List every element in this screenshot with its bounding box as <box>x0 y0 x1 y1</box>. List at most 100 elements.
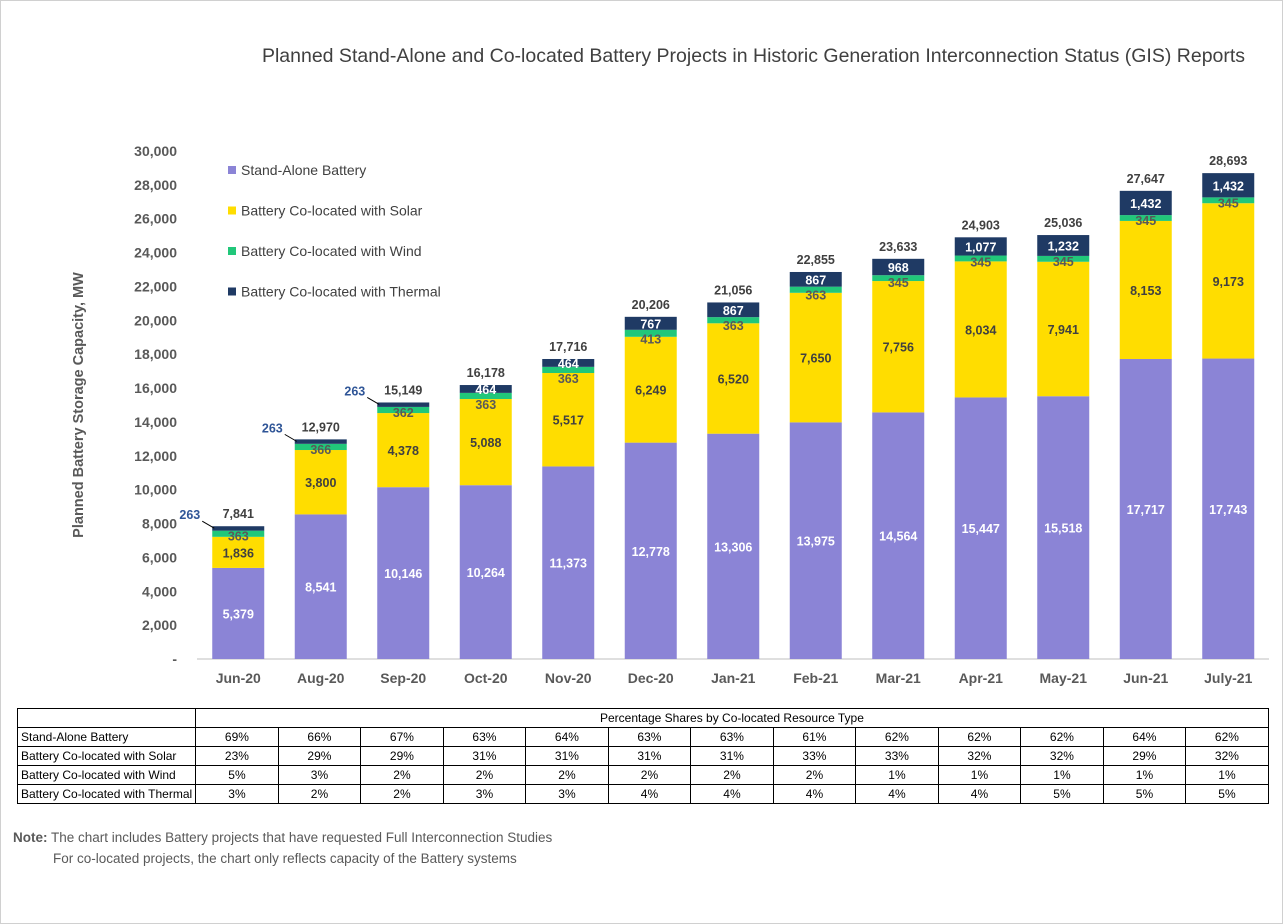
segment-label-1: 5,517 <box>553 414 584 428</box>
table-cell: 62% <box>937 727 1022 747</box>
segment-label-3: 1,432 <box>1213 179 1244 193</box>
x-tick-label: Apr-21 <box>959 670 1004 686</box>
table-cell: 1% <box>1020 765 1104 785</box>
bar-segment-3 <box>294 439 347 444</box>
y-tick-label: 16,000 <box>134 380 177 396</box>
x-tick-label: Sep-20 <box>380 670 426 686</box>
chart-title: Planned Stand-Alone and Co-located Batte… <box>261 45 1246 67</box>
bar-segment-3 <box>1119 190 1172 216</box>
y-tick-label: 14,000 <box>134 414 177 430</box>
table-row: Battery Co-located with Thermal 3% 2% 2% 3% 3… <box>16 784 1269 804</box>
bar-segment-0 <box>294 514 347 659</box>
legend-entry: Stand-Alone Battery <box>241 162 366 178</box>
stacked-bar-chart: Planned Battery Storage Capacity, MW - 2,0… <box>71 143 1269 686</box>
y-tick-label: 20,000 <box>134 312 177 328</box>
x-tick-label: Aug-20 <box>297 670 345 686</box>
segment-label-2: 366 <box>310 443 331 457</box>
segment-label-2: 363 <box>805 288 826 302</box>
table-cell: 4% <box>937 784 1022 804</box>
bar-segment-2 <box>542 366 595 373</box>
segment-label-1: 5,088 <box>470 436 501 450</box>
segment-label-1: 8,153 <box>1130 284 1161 298</box>
table-cell: 2% <box>360 784 444 804</box>
bar-segment-1 <box>542 372 595 467</box>
segment-label-1: 9,173 <box>1213 275 1244 289</box>
total-label: 7,841 <box>223 507 254 521</box>
segment-label-2: 345 <box>1053 255 1074 269</box>
segment-label-0: 15,518 <box>1044 522 1082 536</box>
table-header-row: Percentage Shares by Co-located Resource… <box>16 708 1269 728</box>
segment-label-2: 362 <box>393 406 414 420</box>
table-cell: 3% <box>195 784 279 804</box>
bar-segment-0 <box>954 397 1007 659</box>
table-cell: 2% <box>607 765 692 785</box>
y-tick-label: 26,000 <box>134 211 177 227</box>
bar-segment-0 <box>377 487 430 659</box>
segment-label-2: 363 <box>558 372 579 386</box>
segment-label-0: 14,564 <box>879 530 917 544</box>
x-tick-label: Jun-20 <box>216 670 261 686</box>
table-cell: 32% <box>1020 746 1104 766</box>
table-cell: 2% <box>525 765 609 785</box>
bar-segment-3 <box>212 526 265 531</box>
row-label: Battery Co-located with Thermal <box>16 784 197 804</box>
table-cell: 63% <box>607 727 692 747</box>
legend-entry: Battery Co-located with Wind <box>241 243 422 259</box>
table-cell: 63% <box>690 727 774 747</box>
segment-label-3: 1,232 <box>1048 239 1079 253</box>
table-cell: 62% <box>1185 727 1269 747</box>
bar-segment-1 <box>1119 220 1172 359</box>
table-row: Battery Co-located with Wind 5% 3% 2% 2% 2% 2%… <box>16 765 1269 785</box>
segment-label-1: 1,836 <box>223 546 254 560</box>
table-cell: 3% <box>525 784 609 804</box>
segment-label-1: 4,378 <box>388 444 419 458</box>
total-label: 22,855 <box>797 253 835 267</box>
table-cell: 33% <box>772 746 857 766</box>
segment-label-2: 413 <box>640 332 661 346</box>
bar-segment-1 <box>1202 203 1255 359</box>
table-cell: 2% <box>772 765 857 785</box>
segment-label-3: 867 <box>805 273 826 287</box>
segment-label-3: 1,077 <box>965 240 996 254</box>
row-label: Battery Co-located with Solar <box>16 746 197 766</box>
segment-label-1: 7,650 <box>800 352 831 366</box>
table-cell: 4% <box>855 784 939 804</box>
bar-segment-0 <box>624 442 677 659</box>
segment-label-0: 13,306 <box>714 540 752 554</box>
bar-segment-2 <box>294 443 347 451</box>
segment-label-3: 767 <box>640 317 661 331</box>
table-cell: 3% <box>277 765 362 785</box>
bar-segment-3 <box>542 358 595 367</box>
bar-segment-2 <box>1119 215 1172 221</box>
table-cell: 1% <box>937 765 1022 785</box>
bar-segment-2 <box>1202 197 1255 204</box>
total-label: 28,693 <box>1209 154 1247 168</box>
table-cell: 29% <box>1102 746 1187 766</box>
segment-label-2: 363 <box>475 398 496 412</box>
table-row: Battery Co-located with Solar 23% 29% 29% 31… <box>16 746 1269 766</box>
x-tick-label: Oct-20 <box>464 670 508 686</box>
leader-line <box>284 433 298 442</box>
segment-label-3: 968 <box>888 261 909 275</box>
table-cell: 62% <box>855 727 939 747</box>
bar-segment-3 <box>377 402 430 407</box>
table-cell: 2% <box>277 784 362 804</box>
table-cell: 3% <box>442 784 527 804</box>
table-cell: 2% <box>360 765 444 785</box>
segment-label-2: 363 <box>228 530 249 544</box>
x-tick-label: Feb-21 <box>793 670 838 686</box>
y-tick-label: - <box>172 651 177 667</box>
table-cell: 29% <box>277 746 362 766</box>
bar-segment-1 <box>212 536 265 568</box>
x-tick-label: Mar-21 <box>876 670 921 686</box>
bar-segment-3 <box>1037 235 1090 256</box>
segment-label-0: 12,778 <box>632 545 670 559</box>
table-cell: 5% <box>195 765 279 785</box>
table-cell: 64% <box>525 727 609 747</box>
bar-segment-2 <box>212 530 265 537</box>
total-label: 17,716 <box>549 340 587 354</box>
total-label: 20,206 <box>632 298 670 312</box>
table-header: Percentage Shares by Co-located Resource… <box>195 708 1269 728</box>
table-cell: 1% <box>855 765 939 785</box>
